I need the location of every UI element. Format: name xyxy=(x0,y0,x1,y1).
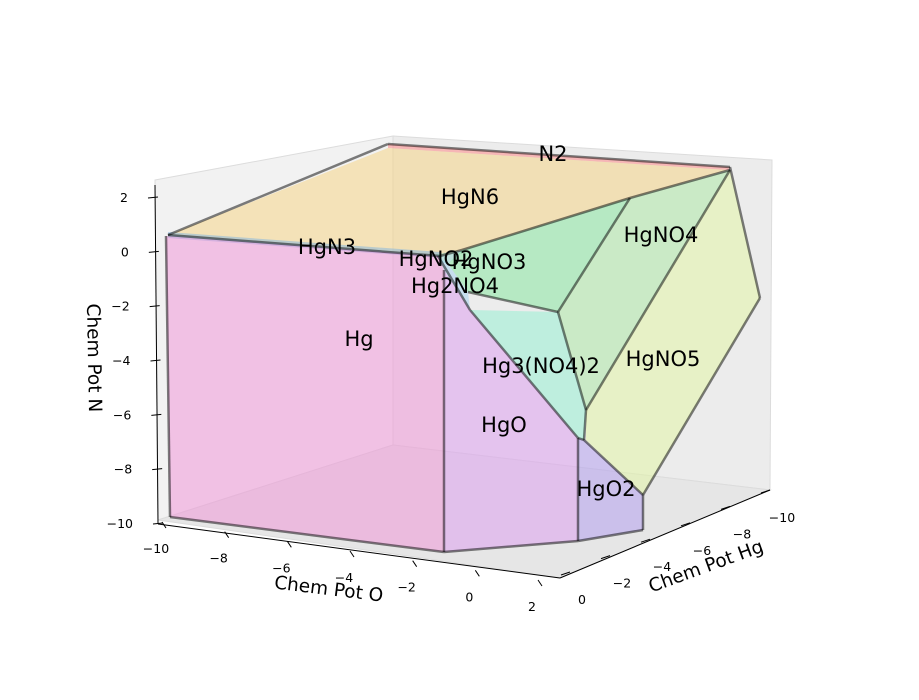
axis-tick xyxy=(537,579,543,587)
region-edge xyxy=(387,142,731,169)
y-tick-label: −6 xyxy=(272,560,290,575)
region-edge xyxy=(461,196,631,252)
axis-tick xyxy=(680,522,691,527)
z-tick-label: −6 xyxy=(113,407,131,422)
axis-tick xyxy=(286,541,292,548)
axis-tick xyxy=(412,560,418,567)
region-label-hgo2: HgO2 xyxy=(576,477,635,501)
axis-tick xyxy=(150,359,161,362)
region-edge xyxy=(443,539,579,554)
axis-tick xyxy=(720,505,731,510)
region-edge xyxy=(584,169,732,411)
region-edge xyxy=(583,439,644,496)
x-tick-label: 0 xyxy=(578,592,586,607)
axis-ticks xyxy=(147,196,771,587)
y-tick-label: −2 xyxy=(397,580,415,595)
region-label-hgno4: HgNO4 xyxy=(624,223,699,247)
z-tick-label: −10 xyxy=(107,516,133,531)
axis-tick xyxy=(349,550,355,558)
axis-tick xyxy=(148,250,159,253)
z-tick-label: −2 xyxy=(111,299,129,314)
y-tick-label: 2 xyxy=(528,599,536,614)
region-face-hg xyxy=(166,236,444,552)
region-label-n2: N2 xyxy=(538,142,567,166)
region-label-hgno5: HgNO5 xyxy=(626,347,701,371)
z-tick-label: 0 xyxy=(121,244,129,259)
axis-tick xyxy=(224,531,230,538)
x-tick-label: −2 xyxy=(613,576,631,591)
z-tick-label: 2 xyxy=(120,190,128,205)
y-tick-label: −10 xyxy=(143,541,169,556)
region-edge xyxy=(728,166,762,299)
axis-tick xyxy=(152,522,164,525)
y-tick-label: −4 xyxy=(335,570,353,585)
axis-tick xyxy=(149,305,160,308)
axis-tick xyxy=(560,571,571,576)
region-edge xyxy=(582,409,588,441)
region-face-hgno5 xyxy=(586,170,760,495)
region-label-hgn3: HgN3 xyxy=(298,235,356,259)
axis-tick xyxy=(760,489,771,494)
axis-tick xyxy=(474,570,480,577)
region-label-hg2no4: Hg2NO4 xyxy=(411,274,499,298)
z-axis-label: Chem Pot N xyxy=(82,303,105,412)
region-face-hgno3 xyxy=(448,198,630,312)
region-label-hgo: HgO xyxy=(481,413,527,437)
axis-tick xyxy=(151,413,162,416)
region-edge xyxy=(439,248,463,258)
y-tick-label: −8 xyxy=(209,551,227,566)
region-edge xyxy=(556,311,588,411)
region-face-hgo2 xyxy=(578,438,643,541)
z-tick-label: −4 xyxy=(112,353,130,368)
region-edge xyxy=(556,197,632,313)
x-tick-label: −8 xyxy=(733,526,751,541)
z-axis-line xyxy=(154,184,159,525)
region-edges xyxy=(164,142,762,554)
y-tick-label: 0 xyxy=(465,589,473,604)
region-edge xyxy=(641,297,762,496)
region-face-hgo xyxy=(444,270,578,552)
axis-tick xyxy=(147,196,159,199)
region-label-hgno2: HgNO2 xyxy=(399,247,474,271)
region-label-hg3-no4-2: Hg3(NO4)2 xyxy=(482,354,600,378)
x-tick-label: −4 xyxy=(653,559,671,574)
axis-tick-labels: −10 −8 −6 −4 −2 0 2 −10 −8 −6 −4 −2 0 2 −10 −8 −6 −4 −2 0 xyxy=(107,190,796,614)
region-edge xyxy=(436,255,472,311)
region-face-hgno4 xyxy=(558,170,730,410)
region-edge xyxy=(164,235,172,518)
x-axis-line xyxy=(559,489,771,579)
region-label-hgno3: HgNO3 xyxy=(452,250,527,274)
axis-tick xyxy=(600,555,611,560)
axis-tick xyxy=(152,468,163,471)
axis-tick xyxy=(640,538,651,543)
region-label-hg: Hg xyxy=(344,327,373,351)
x-tick-label: −10 xyxy=(769,510,795,525)
z-tick-label: −8 xyxy=(114,462,132,477)
region-edge xyxy=(577,436,585,442)
region-edge xyxy=(467,290,559,314)
region-edge xyxy=(167,233,441,258)
region-label-hgn6: HgN6 xyxy=(441,185,499,209)
region-edge xyxy=(629,168,731,200)
region-edge xyxy=(169,515,445,554)
region-face-hgn6 xyxy=(168,148,728,256)
y-axis-label: Chem Pot O xyxy=(273,572,384,606)
axis-tick xyxy=(161,521,167,529)
region-edge xyxy=(577,528,644,543)
region-edge xyxy=(167,142,389,237)
x-tick-label: −6 xyxy=(693,543,711,558)
region-edge xyxy=(469,309,579,439)
